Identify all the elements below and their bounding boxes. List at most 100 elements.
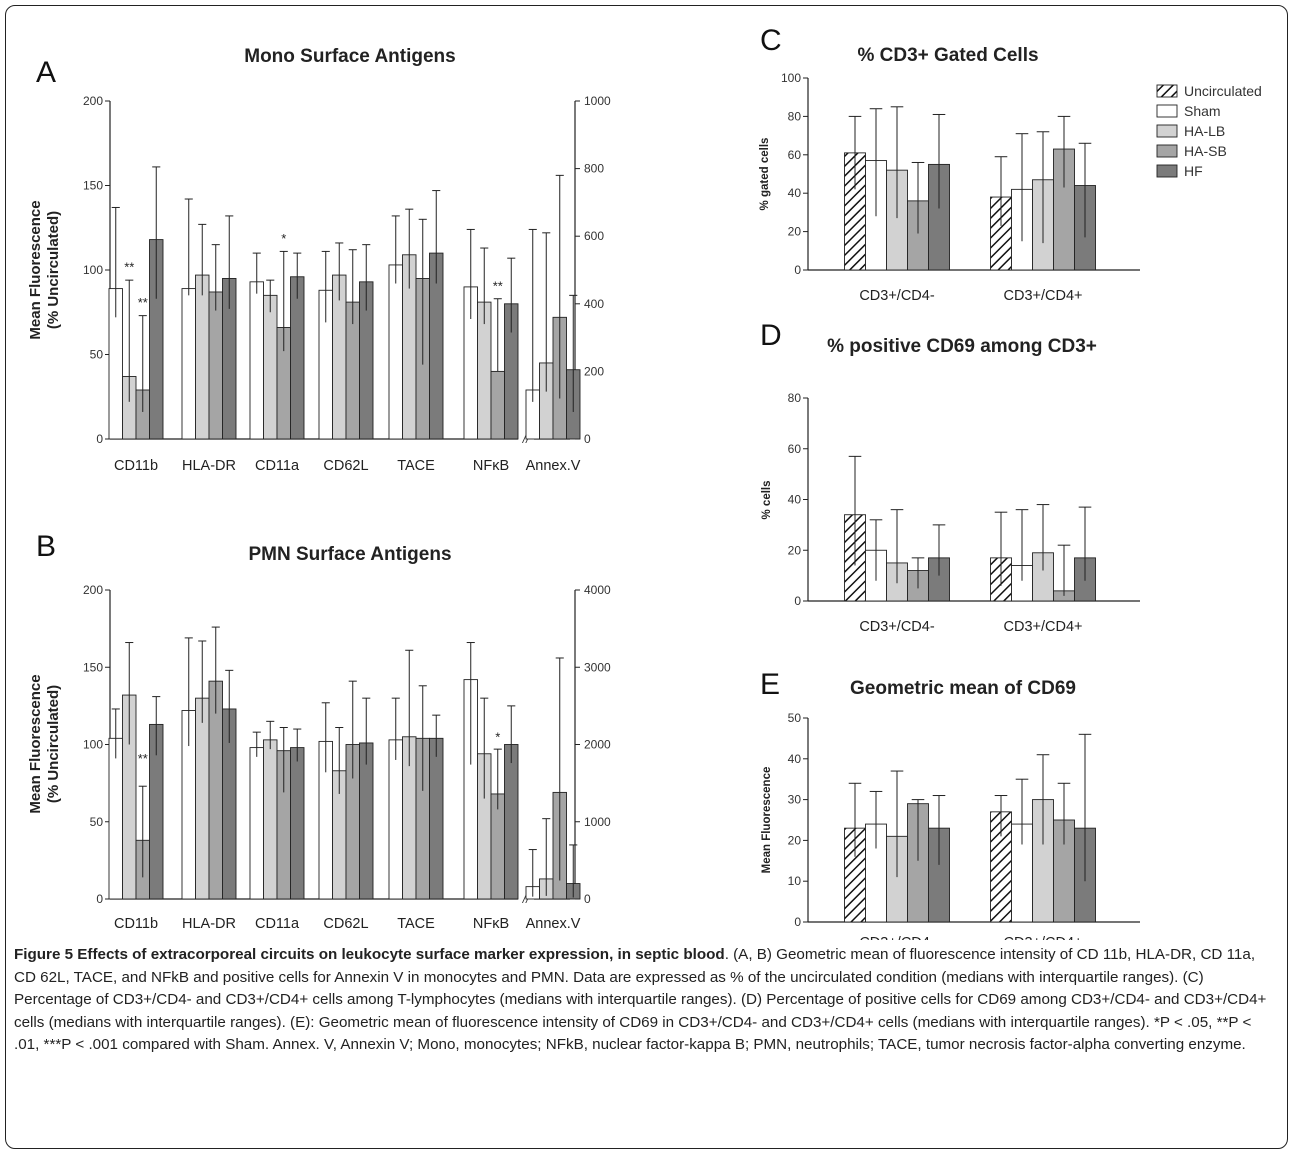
legend-swatch-hf	[1156, 164, 1178, 178]
y-tick-label-c: 0	[794, 263, 801, 277]
panel-letter-c: C	[760, 24, 782, 57]
legend-label-hf: HF	[1184, 163, 1203, 179]
category-label-b: CD11b	[114, 916, 158, 932]
bar-b-hf-cd11a	[290, 747, 305, 900]
y-tick-label-e: 0	[794, 915, 801, 929]
y-axis-label-e: Mean Fluorescence	[761, 767, 773, 874]
y-tick-label-b: 200	[83, 583, 103, 597]
y-tick-label-d: 60	[788, 442, 802, 456]
y-tick-label-c: 100	[781, 71, 801, 85]
category-label-a: Annex.V	[526, 458, 581, 474]
bar-b-hf-cd62l	[359, 742, 374, 900]
chart-title-b: PMN Surface Antigens	[248, 544, 451, 565]
panel-letter-e: E	[760, 668, 780, 701]
figure-panels: A B C D E Mono Surface Antigens050100150…	[27, 24, 1262, 940]
y-tick-label-c: 20	[788, 225, 802, 239]
y-tick-label-right-b: 3000	[584, 660, 611, 674]
y-tick-label-e: 50	[788, 711, 802, 725]
legend-label-ha-sb: HA-SB	[1184, 143, 1227, 159]
caption-text: . (A, B) Geometric mean of fluorescence …	[14, 946, 1267, 1053]
y-tick-label-right-a: 200	[584, 364, 604, 378]
y-tick-label-right-a: 400	[584, 297, 604, 311]
y-tick-label-c: 80	[788, 109, 802, 123]
bar-b-sham-cd11b	[108, 737, 123, 900]
chart-title-e: Geometric mean of CD69	[850, 678, 1076, 699]
panel-letter-b: B	[36, 530, 56, 563]
bar-a-sham-tace	[388, 264, 403, 440]
bar-a-ha-sb-nf-b	[490, 370, 505, 440]
y-tick-label-e: 40	[788, 752, 802, 766]
bar-b-sham-cd11a	[249, 747, 264, 900]
caption-title: Figure 5 Effects of extracorporeal circu…	[14, 946, 725, 963]
category-label-a: HLA-DR	[182, 458, 236, 474]
category-label-b: CD11a	[255, 916, 300, 932]
category-label-a: CD62L	[323, 458, 368, 474]
bar-b-sham-tace	[388, 739, 403, 900]
significance-marker-a: *	[281, 231, 286, 246]
y-tick-label-b: 50	[90, 815, 104, 829]
category-label-a: TACE	[397, 458, 435, 474]
category-label-b: NFκB	[473, 916, 509, 932]
bar-b-ha-lb-cd11a	[263, 739, 278, 900]
chart-title-c: % CD3+ Gated Cells	[857, 45, 1038, 66]
y-tick-label-d: 0	[794, 594, 801, 608]
y-tick-label-a: 0	[96, 432, 103, 446]
y-axis-label-a-line2: (% Uncirculated)	[45, 211, 62, 329]
category-label-b: Annex.V	[526, 916, 581, 932]
significance-marker-a: **	[124, 260, 134, 275]
significance-marker-b: **	[138, 751, 148, 766]
legend-label-ha-lb: HA-LB	[1184, 123, 1225, 139]
bar-b-ha-sb-hla-dr	[208, 680, 223, 900]
legend-label-uncirculated: Uncirculated	[1184, 83, 1262, 99]
y-tick-label-d: 40	[788, 493, 802, 507]
bar-a-ha-lb-hla-dr	[195, 274, 210, 440]
chart-title-d: % positive CD69 among CD3+	[827, 336, 1097, 357]
y-axis-label-a-line1: Mean Fluorescence	[27, 200, 44, 339]
category-label-b: HLA-DR	[182, 916, 236, 932]
panel-letter-d: D	[760, 319, 782, 352]
significance-marker-b: *	[495, 729, 500, 744]
category-label-c: CD3+/CD4-	[859, 288, 935, 304]
y-tick-label-b: 100	[83, 738, 103, 752]
y-tick-label-e: 20	[788, 833, 802, 847]
y-tick-label-a: 200	[83, 94, 103, 108]
y-axis-label-b-line1: Mean Fluorescence	[27, 674, 44, 813]
category-label-a: NFκB	[473, 458, 509, 474]
bar-b-hf-tace	[429, 737, 444, 900]
y-tick-label-d: 20	[788, 543, 802, 557]
panel-letter-a: A	[36, 56, 56, 89]
figure-caption: Figure 5 Effects of extracorporeal circu…	[14, 944, 1276, 1057]
chart-panel-e: Geometric mean of CD69 0 10 20 30 40 50 Mean Fl…	[761, 678, 1140, 940]
bar-b-ha-lb-hla-dr	[195, 697, 210, 900]
legend-swatch-sham	[1156, 104, 1178, 118]
category-label-b: CD62L	[323, 916, 368, 932]
chart-title-a: Mono Surface Antigens	[244, 46, 455, 67]
category-label-d: CD3+/CD4-	[859, 619, 935, 635]
bar-a-ha-lb-cd11a	[263, 294, 278, 440]
bar-b-ha-sb-nf-b	[490, 793, 505, 900]
category-label-c: CD3+/CD4+	[1004, 288, 1083, 304]
chart-panel-d: % positive CD69 among CD3+ 0 20 40 60 80 % cel…	[761, 336, 1140, 635]
y-tick-label-right-b: 1000	[584, 815, 611, 829]
y-tick-label-d: 80	[788, 391, 802, 405]
y-axis-label-d: % cells	[761, 481, 773, 520]
category-label-b: TACE	[397, 916, 435, 932]
y-tick-label-e: 10	[788, 874, 802, 888]
bar-a-sham-cd11a	[249, 281, 264, 440]
legend-swatch-ha-lb	[1156, 124, 1178, 138]
significance-marker-a: **	[138, 295, 148, 310]
y-axis-label-b-line2: (% Uncirculated)	[45, 685, 62, 803]
legend-swatch-ha-sb	[1156, 144, 1178, 158]
category-label-a: CD11b	[114, 458, 158, 474]
bar-a-sham-hla-dr	[181, 288, 196, 440]
chart-panel-b: PMN Surface Antigens05010015020001000200…	[27, 544, 611, 932]
y-tick-label-right-a: 800	[584, 162, 604, 176]
y-tick-label-e: 30	[788, 793, 802, 807]
y-tick-label-a: 100	[83, 263, 103, 277]
y-tick-label-a: 150	[83, 179, 103, 193]
legend: Uncirculated Sham HA-LB HA-SB HF	[1156, 83, 1262, 179]
legend-swatch-uncirculated	[1156, 84, 1178, 98]
y-tick-label-b: 150	[83, 660, 103, 674]
significance-marker-a: **	[493, 278, 503, 293]
chart-panel-c: % CD3+ Gated Cells 0 20 40 60 80 100 % gated ce…	[759, 45, 1140, 304]
